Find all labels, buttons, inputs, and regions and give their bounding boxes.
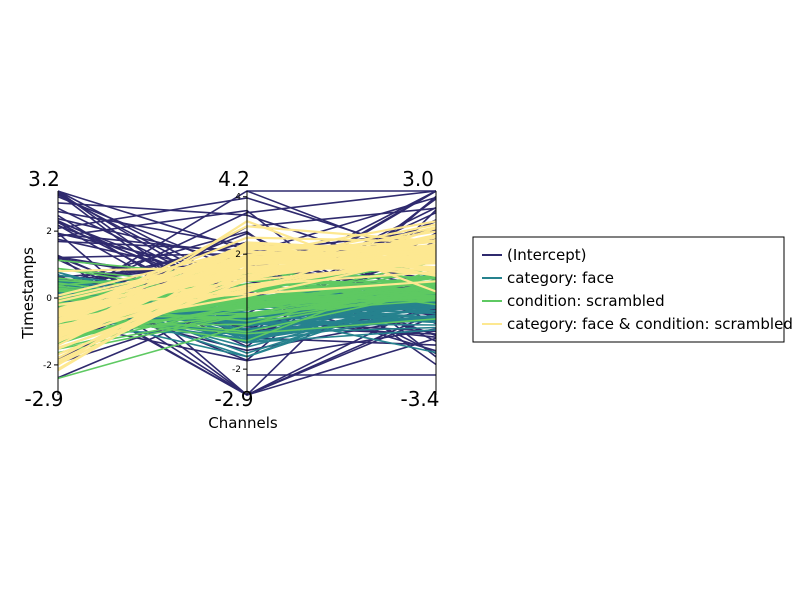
axis-tick-label: 2 <box>46 227 52 237</box>
axis-3-min-label: -3.4 <box>400 387 439 411</box>
legend: (Intercept) category: face condition: scra… <box>472 236 793 343</box>
legend-label: condition: scrambled <box>507 292 665 310</box>
axis-3-max-label: 3.0 <box>402 167 434 191</box>
axis-tick-label: -2 <box>43 361 52 371</box>
axis-1-min-label: -2.9 <box>24 387 63 411</box>
legend-label: (Intercept) <box>507 246 586 264</box>
x-axis-title: Channels <box>208 414 278 432</box>
axis-tick-label: -2 <box>232 365 241 375</box>
legend-label: category: face <box>507 269 614 287</box>
axis-tick-label: 4 <box>235 193 241 203</box>
legend-box <box>472 236 785 343</box>
legend-label: category: face & condition: scrambled <box>507 315 793 333</box>
y-axis-title: Timestamps <box>19 247 37 340</box>
axis-1-max-label: 3.2 <box>28 167 60 191</box>
axis-ticks: 2 0 -2 4 2 -2 <box>43 193 247 375</box>
axis-tick-label: 0 <box>46 294 52 304</box>
legend-items: (Intercept) category: face condition: scra… <box>482 246 793 333</box>
axis-2-min-label: -2.9 <box>214 387 253 411</box>
axis-tick-label: 2 <box>235 250 241 260</box>
axis-2-max-label: 4.2 <box>218 167 250 191</box>
